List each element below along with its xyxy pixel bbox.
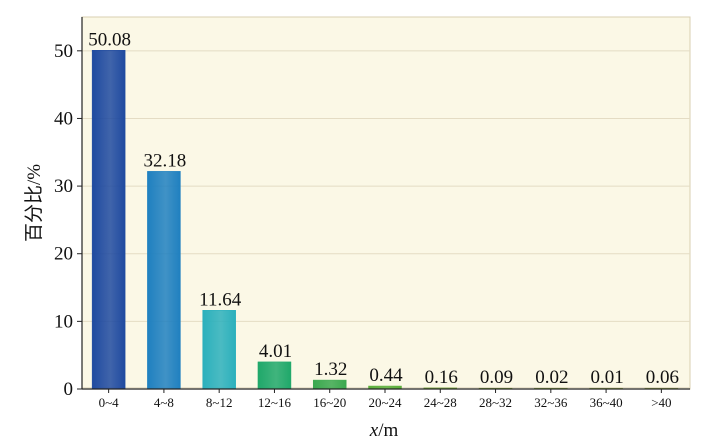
x-axis-title: x/m	[369, 420, 399, 441]
x-tick-label: 20~24	[368, 395, 402, 410]
y-axis-title: 百分比/%	[23, 164, 45, 242]
axes	[77, 17, 690, 393]
bar-0~4	[91, 50, 126, 390]
value-label: 1.32	[314, 359, 347, 380]
y-tick-label: 20	[54, 244, 73, 265]
y-tick-label: 50	[54, 41, 73, 62]
x-tick-label: 36~40	[590, 395, 623, 410]
y-tick-label: 0	[64, 379, 74, 400]
value-labels: 50.08 32.18 11.64 4.01 1.32 0.44 0.16 0.09 0.02 0…	[88, 29, 679, 388]
x-tick-label: 24~28	[424, 395, 457, 410]
x-tick-label: 8~12	[206, 395, 233, 410]
value-label: 0.02	[535, 367, 568, 388]
bar-16~20	[312, 379, 347, 390]
y-tick-labels: 0 10 20 30 40 50	[54, 41, 73, 400]
x-tick-label: >40	[651, 395, 671, 410]
x-tick-label: 32~36	[534, 395, 568, 410]
x-tick-labels: 0~4 4~8 8~12 12~16 16~20 20~24 24~28 28~32 32~36…	[99, 395, 672, 410]
value-label: 11.64	[199, 289, 242, 310]
value-label: 4.01	[259, 341, 292, 362]
value-label: 50.08	[88, 29, 131, 50]
y-tick-label: 10	[54, 311, 73, 332]
value-label: 0.06	[646, 367, 679, 388]
x-tick-label: 12~16	[258, 395, 292, 410]
value-label: 0.09	[480, 367, 513, 388]
bar-12~16	[257, 361, 292, 390]
y-tick-label: 40	[54, 108, 73, 129]
value-label: 0.44	[369, 365, 403, 386]
x-tick-label: 28~32	[479, 395, 512, 410]
x-tick-label: 0~4	[99, 395, 120, 410]
x-tick-label: 16~20	[313, 395, 346, 410]
bar-4~8	[147, 171, 181, 390]
bar-8~12	[202, 310, 236, 390]
x-tick-label: 4~8	[154, 395, 174, 410]
value-label: 0.16	[425, 367, 458, 388]
bars	[91, 50, 679, 390]
value-label: 32.18	[144, 150, 187, 171]
y-tick-label: 30	[54, 176, 73, 197]
value-label: 0.01	[590, 367, 623, 388]
plot-area	[81, 16, 691, 390]
